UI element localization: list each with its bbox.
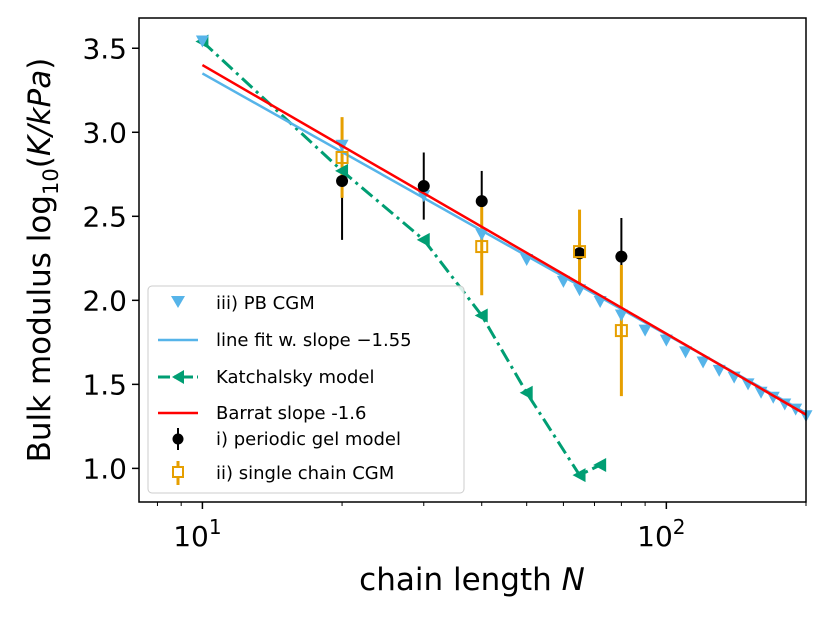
katchalsky-point-4 <box>519 385 533 400</box>
y-axis-label: Bulk modulus log10(K/kPa) <box>22 58 63 463</box>
pb-point-12 <box>696 356 710 369</box>
legend-label-gel: i) periodic gel model <box>216 429 401 450</box>
legend-marker-pb <box>171 296 185 308</box>
gel-point-0 <box>336 175 349 188</box>
gel-point-1 <box>417 180 430 193</box>
pb-point-8 <box>614 309 628 322</box>
x-axis-label: chain length N <box>359 562 585 598</box>
legend-label-pb: iii) PB CGM <box>216 293 315 314</box>
barrat-line <box>201 63 807 416</box>
legend-label-barrat: Barrat slope -1.6 <box>216 403 366 424</box>
pb-point-2 <box>417 190 431 203</box>
katchalsky-point-3 <box>474 308 488 323</box>
pb-point-13 <box>712 364 726 377</box>
pb-point-10 <box>659 334 673 347</box>
single-point-3 <box>614 324 628 338</box>
axis-ticks: 1.0 1.5 2.0 2.5 3.0 3.5 101 102 <box>82 32 807 553</box>
legend-label-single: ii) single chain CGM <box>216 463 394 484</box>
pb-point-0 <box>195 35 209 48</box>
katchalsky-point-2 <box>416 232 430 247</box>
single-point-0 <box>335 150 349 164</box>
legend-box <box>147 285 465 494</box>
single-point-1 <box>475 240 489 254</box>
y-tick-label-3: 2.5 <box>82 200 127 233</box>
plot-frame <box>138 17 807 503</box>
katchalsky-point-1 <box>335 163 349 178</box>
katchalsky-point-5 <box>572 468 586 483</box>
legend-label-katch: Katchalsky model <box>216 367 375 388</box>
legend-marker-single <box>172 466 184 478</box>
y-tick-label-4: 3.0 <box>82 116 127 149</box>
legend-marker-katch <box>172 370 184 384</box>
legend-label-fit: line fit w. slope −1.55 <box>216 330 412 351</box>
pb-point-9 <box>638 324 652 337</box>
katchalsky-point-6 <box>593 458 607 473</box>
x-tick-label-1: 102 <box>637 515 685 553</box>
x-tick-label-0: 101 <box>173 515 221 553</box>
legend-marker-gel <box>172 433 184 445</box>
gel-point-2 <box>475 195 488 208</box>
y-tick-label-1: 1.5 <box>82 368 127 401</box>
single-point-2 <box>573 245 587 259</box>
plot-area <box>195 34 813 483</box>
y-tick-label-2: 2.0 <box>82 284 127 317</box>
pb-point-11 <box>679 346 693 359</box>
y-tick-label-0: 1.0 <box>82 452 127 485</box>
gel-point-4 <box>615 250 628 263</box>
y-tick-label-5: 3.5 <box>82 32 127 65</box>
legend: iii) PB CGM line fit w. slope −1.55 Katc… <box>147 285 465 494</box>
